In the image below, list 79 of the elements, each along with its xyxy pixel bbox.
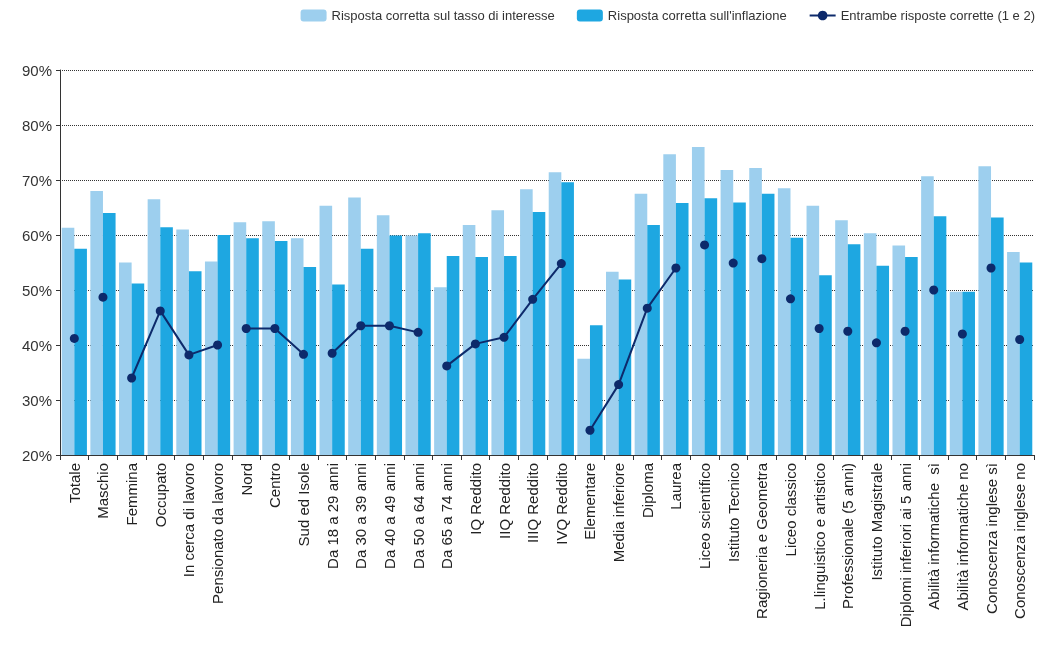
point (814, 324, 824, 333)
x-tick-label: Professionale (5 anni) (839, 463, 857, 609)
x-tick-label: Conoscenza inglese sì (982, 463, 1000, 614)
point (671, 263, 681, 273)
point (270, 324, 280, 333)
x-tick-label: Liceo scientifico (696, 463, 714, 569)
point (470, 339, 480, 349)
point (986, 263, 996, 273)
x-tick-label: Ragioneria e Geometra (753, 462, 771, 619)
point (843, 326, 853, 336)
y-tick-label: 70% (21, 171, 52, 189)
point (213, 340, 223, 350)
x-tick-label: In cerca di lavoro (180, 463, 198, 578)
point (929, 285, 939, 295)
point (241, 324, 251, 333)
y-tick-label: 60% (21, 226, 52, 244)
point (442, 361, 452, 371)
point (700, 240, 710, 250)
x-tick-label: Sud ed Isole (295, 463, 312, 547)
x-tick-label: Istituto Magistrale (867, 463, 885, 581)
x-tick-label: IIQ Reddito (495, 463, 513, 539)
x-tick-label: IVQ Reddito (552, 463, 570, 545)
point (413, 327, 423, 337)
y-tick-label: 40% (21, 336, 52, 354)
y-tick-label: 80% (21, 116, 52, 134)
x-tick-label: Da 30 a 39 anni (352, 463, 370, 569)
x-tick-label: Da 40 a 49 anni (380, 463, 398, 569)
x-tick-label: Abilità informatiche no (953, 463, 971, 611)
x-tick-label: Totale (65, 463, 83, 504)
x-tick-label: IQ Reddito (466, 463, 484, 535)
x-tick-label: Da 18 a 29 anni (323, 463, 341, 569)
y-tick-label: 20% (21, 446, 52, 464)
x-tick-label: Femmina (123, 462, 141, 526)
point (786, 294, 795, 304)
x-tick-label: Da 65 a 74 anni (438, 463, 456, 569)
x-tick-label: Da 50 a 64 anni (409, 463, 427, 569)
point (499, 332, 509, 342)
point (327, 348, 337, 358)
point (155, 306, 165, 316)
point (900, 326, 910, 336)
point (585, 425, 595, 435)
point (642, 303, 652, 313)
x-tick-label: Abilità informatiche sì (925, 463, 943, 610)
y-tick-label: 90% (21, 61, 52, 79)
point (957, 329, 967, 339)
x-tick-label: Centro (266, 463, 284, 509)
x-tick-label: Maschio (94, 463, 112, 519)
legend-label: Risposta corretta sul tasso di interesse (331, 8, 555, 23)
x-tick-label: Conoscenza inglese no (1011, 463, 1029, 619)
x-tick-label: IIIQ Reddito (524, 463, 542, 544)
point (1015, 335, 1025, 344)
point (757, 254, 767, 264)
point (98, 292, 108, 302)
x-tick-label: Diploma (638, 462, 656, 519)
point (614, 380, 624, 390)
point (356, 321, 366, 331)
x-tick-label: Elementare (581, 463, 599, 540)
legend-label: Entrambe risposte corrette (1 e 2) (840, 8, 1035, 23)
x-tick-label: Occupato (151, 463, 169, 528)
point (127, 373, 137, 383)
point (69, 333, 79, 343)
point (184, 350, 194, 360)
x-tick-label: Liceo classico (782, 463, 799, 557)
y-tick-label: 50% (21, 281, 52, 299)
x-tick-label: Pensionato da lavoro (209, 463, 227, 604)
y-tick-label: 30% (21, 391, 52, 409)
legend-label: Risposta corretta sull'inflazione (607, 8, 787, 23)
x-tick-label: Laurea (667, 462, 685, 510)
point (299, 349, 308, 359)
x-tick-label: L.linguistico e artistico (810, 463, 828, 610)
x-tick-label: Media inferiore (610, 463, 628, 563)
point (556, 259, 566, 269)
point (728, 258, 738, 268)
x-tick-label: Diplomi inferiori ai 5 anni (896, 463, 914, 628)
x-tick-label: Istituto Tecnico (724, 463, 742, 562)
point (871, 338, 881, 348)
x-tick-label: Nord (237, 463, 255, 496)
point (384, 321, 394, 331)
point (528, 294, 538, 304)
